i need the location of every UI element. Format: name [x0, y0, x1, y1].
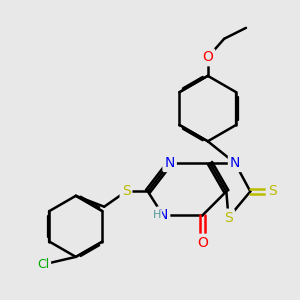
Text: Cl: Cl	[37, 258, 49, 271]
Text: H: H	[152, 210, 161, 220]
Text: N: N	[158, 208, 168, 222]
Text: S: S	[122, 184, 130, 198]
Text: N: N	[164, 156, 175, 170]
Text: N: N	[230, 156, 240, 170]
Text: O: O	[202, 50, 213, 64]
Text: S: S	[224, 211, 233, 225]
Text: O: O	[197, 236, 208, 250]
Text: S: S	[268, 184, 277, 198]
